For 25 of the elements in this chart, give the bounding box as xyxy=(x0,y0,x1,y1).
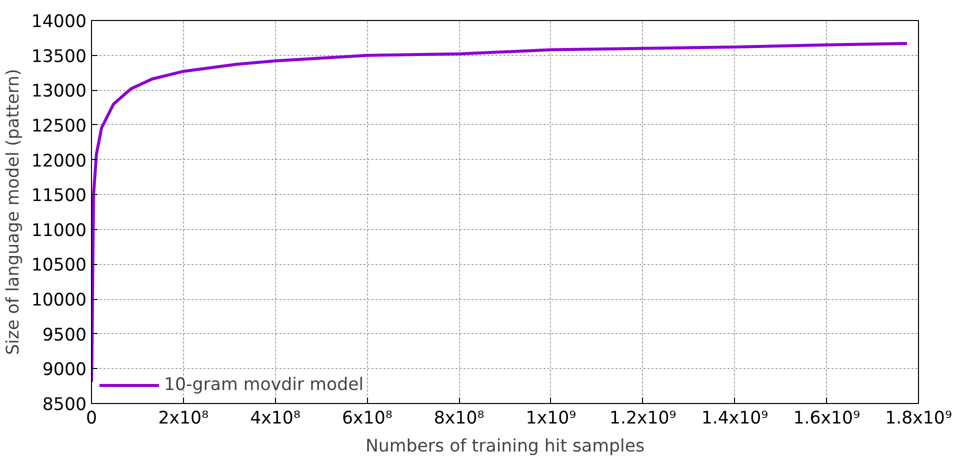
x-tick-label: 6x10⁸ xyxy=(342,408,392,428)
x-axis-title: Numbers of training hit samples xyxy=(365,436,645,456)
y-axis-title: Size of language model (pattern) xyxy=(3,68,24,356)
y-tick-label: 10500 xyxy=(31,256,86,276)
y-tick-label: 9000 xyxy=(42,360,87,380)
x-tick-label: 1.2x10⁹ xyxy=(609,408,676,428)
x-tick-label: 8x10⁸ xyxy=(434,408,484,428)
x-tick-label: 2x10⁸ xyxy=(158,408,209,428)
x-tick-label: 1.6x10⁹ xyxy=(793,408,860,428)
x-tick-label: 0 xyxy=(86,408,98,428)
y-tick-label: 13000 xyxy=(31,82,86,102)
y-tick-label: 11000 xyxy=(31,220,86,241)
y-tick-label: 13500 xyxy=(31,46,86,67)
y-tick-label: 14000 xyxy=(31,12,86,32)
y-tick-label: 12500 xyxy=(31,116,86,136)
x-tick-label: 1x10⁹ xyxy=(526,408,576,428)
y-tick-label: 10000 xyxy=(31,290,86,311)
y-tick-label: 12000 xyxy=(31,151,86,172)
y-tick-label: 8500 xyxy=(42,395,87,415)
x-tick-label: 4x10⁸ xyxy=(250,408,300,428)
y-tick-label: 9500 xyxy=(42,325,87,346)
x-tick-label: 1.4x10⁹ xyxy=(701,408,768,428)
y-tick-label: 11500 xyxy=(31,186,86,206)
x-tick-label: 1.8x10⁹ xyxy=(885,408,952,428)
legend-label: 10-gram movdir model xyxy=(164,375,364,395)
